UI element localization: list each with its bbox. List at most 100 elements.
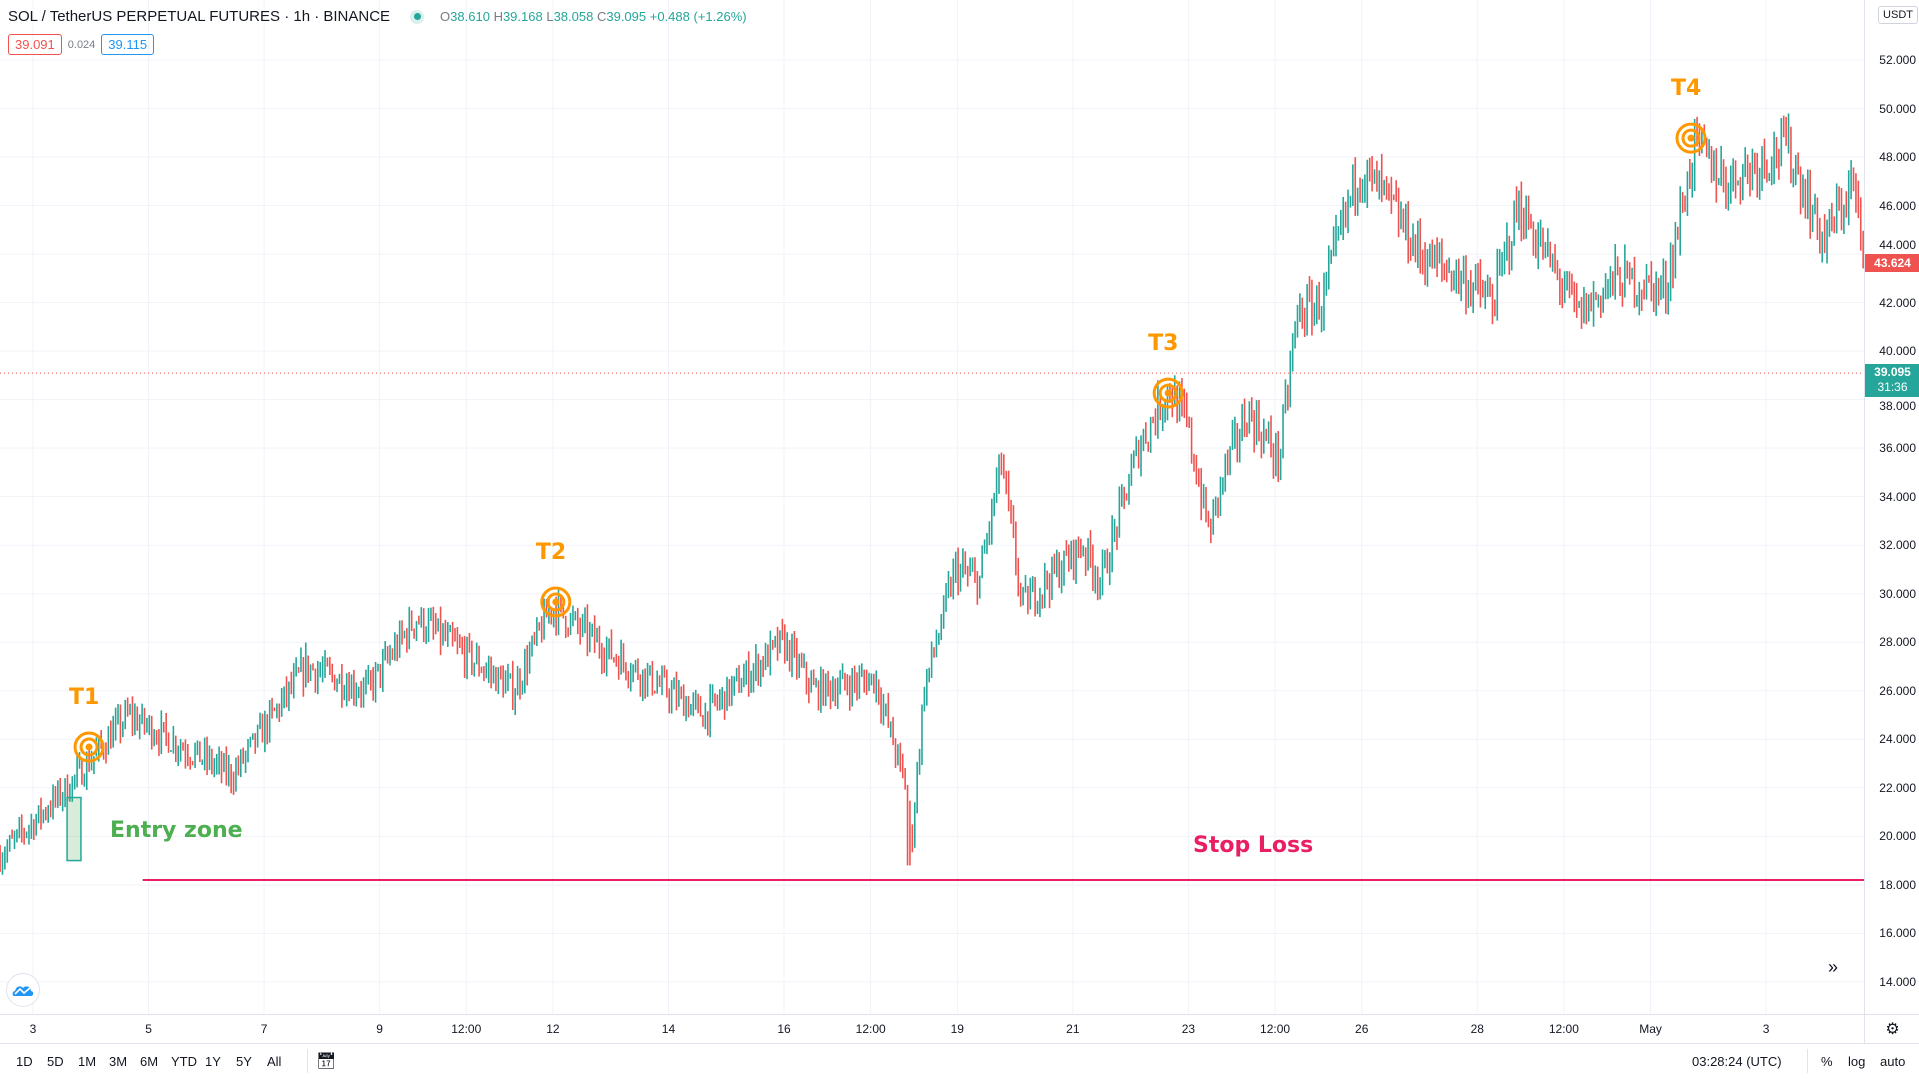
target-label: T3: [1148, 331, 1179, 357]
target-icon[interactable]: [1152, 377, 1184, 409]
range-button-1m[interactable]: 1M: [78, 1054, 97, 1069]
target-icon[interactable]: [73, 731, 105, 763]
time-tick: 23: [1181, 1022, 1196, 1036]
change-value: +0.488 (+1.26%): [649, 9, 747, 24]
time-tick: 28: [1470, 1022, 1484, 1036]
price-tick: 24.000: [1879, 732, 1916, 747]
open-value: 38.610: [450, 9, 490, 24]
range-button-5y[interactable]: 5Y: [236, 1054, 252, 1069]
close-label: C: [596, 9, 607, 24]
utc-clock[interactable]: 03:28:24 (UTC): [1692, 1054, 1782, 1069]
time-tick: 14: [661, 1022, 676, 1036]
candles: [0, 113, 1864, 875]
symbol-legend: SOL / TetherUS PERPETUAL FUTURES · 1h · …: [8, 8, 747, 25]
price-tick: 18.000: [1879, 877, 1916, 892]
time-tick: 3: [1762, 1022, 1770, 1036]
price-tick: 22.000: [1879, 780, 1916, 795]
price-tick: 42.000: [1879, 295, 1916, 310]
toolbar-divider: [1807, 1049, 1808, 1073]
time-tick: 12:00: [1548, 1022, 1579, 1036]
close-value: 39.095: [606, 9, 647, 24]
price-tick: 52.000: [1879, 53, 1916, 67]
go-to-date-icon[interactable]: 📅︎: [316, 1053, 337, 1070]
log-scale-toggle[interactable]: log: [1848, 1054, 1866, 1069]
price-axis[interactable]: USDT 52.000 50.000 48.000 46.000 44.000 42.00…: [1864, 0, 1919, 1014]
current-price-tag: 39.095 31:36: [1865, 364, 1919, 397]
scroll-to-realtime-button[interactable]: »: [1820, 954, 1846, 980]
price-tick: 16.000: [1879, 926, 1916, 941]
chart-settings-button[interactable]: ⚙: [1864, 1015, 1919, 1043]
price-tick: 50.000: [1879, 101, 1916, 116]
time-tick: 12: [546, 1022, 560, 1036]
price-tick: 34.000: [1879, 489, 1916, 504]
toolbar-divider: [307, 1049, 308, 1073]
range-button-3m[interactable]: 3M: [109, 1054, 128, 1069]
range-button-ytd[interactable]: YTD: [171, 1054, 197, 1069]
time-tick: 19: [950, 1022, 964, 1036]
target-icon[interactable]: [1675, 122, 1707, 154]
time-tick: 12:00: [855, 1022, 886, 1036]
price-tick: 26.000: [1879, 683, 1916, 698]
price-tick: 44.000: [1879, 238, 1916, 252]
price-tick: 28.000: [1879, 635, 1916, 650]
time-tick: 12:00: [451, 1022, 482, 1036]
price-tick: 46.000: [1879, 198, 1916, 213]
ohlc-values: O38.610 H39.168 L38.058 C39.095 +0.488 (…: [440, 9, 747, 24]
time-tick: 9: [376, 1022, 383, 1036]
price-tick: 38.000: [1879, 399, 1916, 413]
range-button-all[interactable]: All: [267, 1054, 282, 1069]
time-tick: 3: [29, 1022, 37, 1036]
low-value: 38.058: [553, 9, 594, 24]
overlays: [0, 122, 1864, 881]
time-tick: 16: [777, 1022, 791, 1036]
time-tick: 5: [145, 1022, 152, 1036]
time-tick: 21: [1066, 1022, 1080, 1036]
target-icon[interactable]: [540, 586, 572, 618]
last-price-tag: 43.624: [1865, 254, 1919, 272]
price-tick: 32.000: [1879, 538, 1916, 553]
symbol-title[interactable]: SOL / TetherUS PERPETUAL FUTURES · 1h · …: [8, 8, 391, 25]
high-value: 39.168: [502, 9, 543, 24]
range-button-1y[interactable]: 1Y: [205, 1054, 221, 1069]
tradingview-logo-button[interactable]: [6, 973, 40, 1007]
time-tick: 26: [1355, 1022, 1369, 1036]
grid: [0, 0, 1864, 1014]
stop-loss-label: Stop Loss: [1193, 833, 1314, 858]
cloud-chart-icon: [12, 986, 34, 996]
price-tick: 14.000: [1879, 974, 1916, 989]
bid-ask: 39.091 0.024 39.115: [8, 34, 155, 55]
price-tick: 40.000: [1879, 344, 1916, 359]
target-label: T4: [1670, 76, 1702, 102]
buy-price-button[interactable]: 39.115: [101, 34, 155, 55]
price-tick: 48.000: [1879, 150, 1916, 165]
high-label: H: [493, 9, 503, 24]
time-tick: 7: [260, 1022, 268, 1036]
sell-price-button[interactable]: 39.091: [8, 34, 62, 55]
auto-scale-toggle[interactable]: auto: [1880, 1054, 1906, 1069]
entry-zone-label: Entry zone: [110, 818, 243, 843]
market-status-icon: [410, 9, 425, 24]
target-label: T1: [69, 685, 100, 711]
entry-zone-box[interactable]: [66, 796, 82, 862]
time-tick: May: [1639, 1022, 1662, 1036]
double-chevron-right-icon: »: [1827, 956, 1838, 977]
currency-button[interactable]: USDT: [1878, 6, 1918, 24]
range-button-5d[interactable]: 5D: [47, 1054, 64, 1069]
price-tick: 36.000: [1879, 441, 1916, 456]
open-label: O: [440, 9, 451, 24]
current-price-value: 39.095: [1874, 365, 1911, 379]
percent-scale-toggle[interactable]: %: [1821, 1054, 1833, 1069]
bottom-toolbar: 1D 5D 1M 3M 6M YTD 1Y 5Y All 📅︎ 03:28:24 (UTC) %…: [0, 1043, 1919, 1079]
low-label: L: [546, 9, 554, 24]
gear-icon: ⚙: [1885, 1021, 1900, 1038]
range-button-6m[interactable]: 6M: [140, 1054, 159, 1069]
price-chart[interactable]: [0, 0, 1864, 1014]
time-tick: 12:00: [1260, 1022, 1291, 1036]
bar-countdown: 31:36: [1877, 380, 1908, 394]
price-tick: 30.000: [1879, 586, 1916, 601]
price-tick: 20.000: [1879, 829, 1916, 844]
time-axis[interactable]: 3 5 7 9 12:00 12 14 16 12:00 19 21 23 12:00 26 28 12:00…: [0, 1014, 1919, 1044]
spread: 0.024: [67, 38, 96, 51]
target-label: T2: [535, 539, 567, 565]
range-button-1d[interactable]: 1D: [16, 1054, 33, 1069]
